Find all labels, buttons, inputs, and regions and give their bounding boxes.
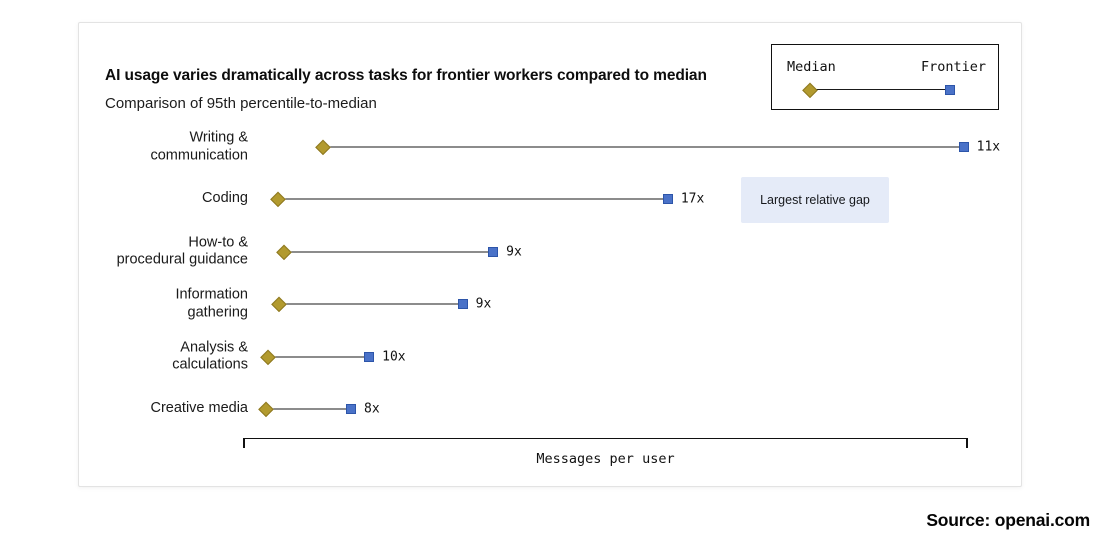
- median-diamond-icon: [271, 296, 287, 312]
- chart-card: AI usage varies dramatically across task…: [78, 22, 1022, 487]
- x-axis-bracket: [243, 438, 968, 448]
- category-label: How-to & procedural guidance: [116, 234, 248, 268]
- frontier-square-icon: [488, 246, 499, 257]
- gap-multiplier-label: 17x: [680, 191, 705, 207]
- dumbbell-plot: 8x: [243, 383, 968, 435]
- frontier-square-icon: [346, 404, 357, 414]
- x-axis-label: Messages per user: [536, 451, 675, 467]
- frontier-square-icon: [364, 351, 375, 362]
- chart-row: Creative media 8x: [79, 383, 1021, 435]
- annotation-largest-gap: Largest relative gap: [741, 177, 889, 223]
- category-label: Information gathering: [175, 286, 248, 321]
- gap-multiplier-label: 10x: [382, 349, 406, 365]
- dumbbell-plot: 17x: [243, 173, 968, 225]
- frontier-square-icon: [945, 85, 955, 95]
- chart-row: Coding 17x: [79, 173, 1021, 225]
- legend: Median Frontier: [771, 44, 999, 110]
- category-label: Creative media: [150, 400, 248, 417]
- dumbbell-plot: 11x: [243, 121, 1000, 173]
- median-diamond-icon: [260, 349, 276, 365]
- dumbbell-plot: 10x: [243, 331, 968, 383]
- gap-multiplier-label: 9x: [506, 244, 522, 260]
- category-label: Writing & communication: [150, 129, 248, 163]
- category-label: Analysis & calculations: [172, 338, 248, 373]
- category-label: Coding: [202, 190, 248, 207]
- x-axis-left-tick: [243, 439, 245, 448]
- dumbbell-plot: 9x: [243, 226, 968, 278]
- median-diamond-icon: [276, 244, 292, 260]
- frontier-square-icon: [958, 142, 969, 152]
- gap-multiplier-label: 9x: [475, 296, 492, 312]
- chart-row: Information gathering 9x: [79, 278, 1021, 330]
- dumbbell-plot: 9x: [243, 278, 968, 330]
- dumbbell-connector-line: [277, 198, 668, 200]
- source-attribution: Source: openai.com: [926, 510, 1090, 530]
- dumbbell-connector-line: [267, 356, 370, 358]
- median-diamond-icon: [270, 191, 286, 207]
- dumbbell-connector-line: [322, 146, 964, 148]
- dumbbell-connector-line: [266, 408, 351, 410]
- dumbbell-connector-line: [284, 251, 494, 253]
- chart-row: Analysis & calculations 10x: [79, 331, 1021, 383]
- gap-multiplier-label: 8x: [364, 401, 380, 417]
- chart-title: AI usage varies dramatically across task…: [105, 67, 707, 84]
- frontier-square-icon: [457, 299, 468, 310]
- chart-row: Writing & communication 11x: [79, 121, 1021, 173]
- legend-frontier-label: Frontier: [920, 59, 986, 75]
- legend-median-label: Median: [787, 59, 836, 75]
- legend-connector-line: [810, 89, 950, 90]
- x-axis-right-tick: [966, 439, 968, 448]
- chart-row: How-to & procedural guidance 9x: [79, 226, 1021, 278]
- frontier-square-icon: [662, 194, 673, 205]
- gap-multiplier-label: 11x: [976, 139, 1001, 155]
- median-diamond-icon: [315, 139, 331, 155]
- median-diamond-icon: [258, 401, 274, 417]
- chart-rows: Writing & communication 11x Coding 17x How-t…: [79, 23, 1021, 486]
- dumbbell-connector-line: [279, 303, 463, 305]
- chart-subtitle: Comparison of 95th percentile-to-median: [105, 95, 377, 112]
